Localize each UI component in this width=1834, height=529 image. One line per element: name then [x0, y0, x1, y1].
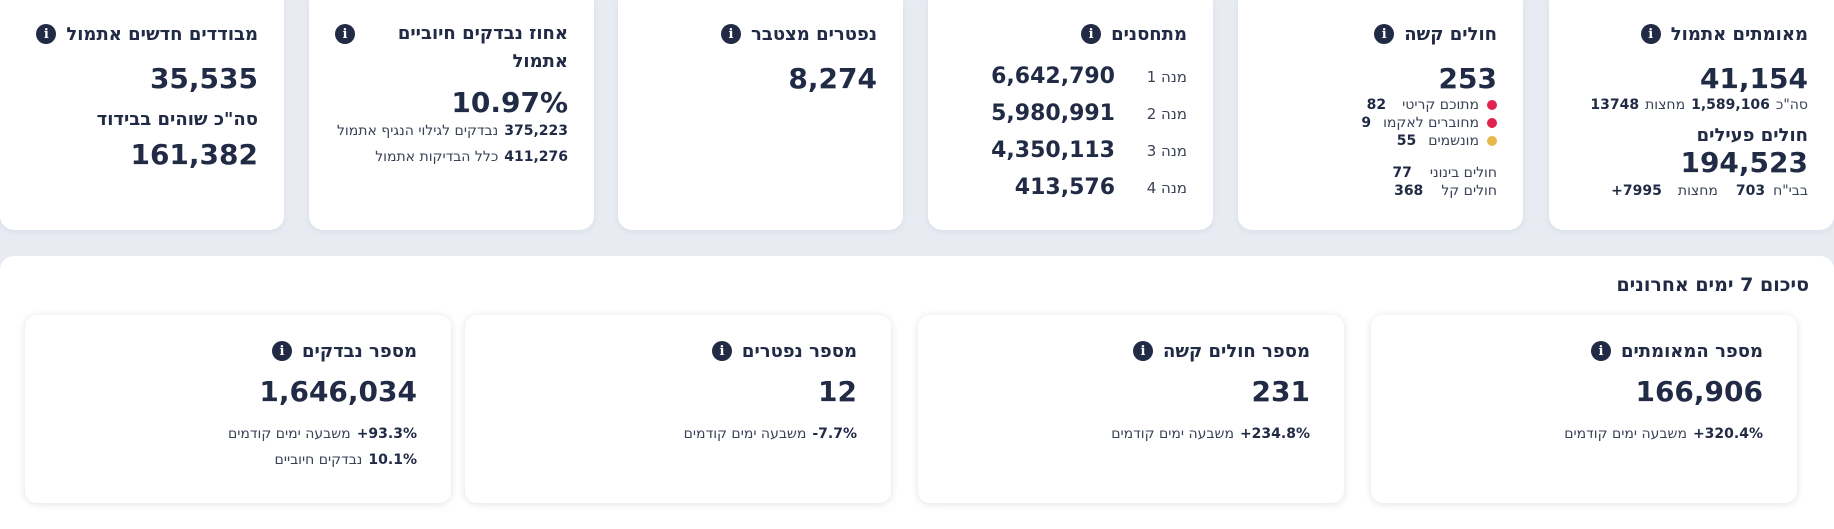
- positive-rate-value: 10.97%: [451, 86, 568, 119]
- card-title: מבודדים חדשים אתמול i: [26, 20, 258, 48]
- info-icon[interactable]: i: [1374, 24, 1395, 44]
- critical-dot: [1487, 100, 1497, 110]
- week-positive: 10.1% נבדקים חיוביים: [274, 452, 417, 468]
- dose-list: מנה 1 6,642,790 מנה 2 5,980,991 מנה 3 4,…: [954, 58, 1187, 206]
- card-title-text: מתחסנים: [1111, 23, 1187, 45]
- card-title: מאומתים אתמול i: [1575, 20, 1808, 48]
- active-title: חולים פעילים: [1696, 125, 1808, 146]
- week-value: 1,646,034: [259, 375, 417, 408]
- week-value: 12: [818, 375, 857, 408]
- card-title: מספר חולים קשה i: [952, 337, 1310, 365]
- week-change: +93.3% משבעה ימים קודמים: [227, 426, 417, 442]
- week-card-tests: מספר נבדקים i 1,646,034 +93.3% משבעה ימי…: [25, 315, 451, 503]
- week-change: -7.7% משבעה ימים קודמים: [683, 426, 857, 442]
- card-confirmed: מאומתים אתמול i 41,154 סה"כ 1,589,106 מח…: [1549, 0, 1834, 230]
- ventilated-dot: [1487, 136, 1497, 146]
- week-value: 166,906: [1635, 375, 1763, 408]
- dose-row: מנה 1 6,642,790: [991, 64, 1187, 89]
- info-icon[interactable]: i: [711, 341, 732, 361]
- card-title-text: מאומתים אתמול: [1670, 23, 1808, 45]
- info-icon[interactable]: i: [1590, 341, 1611, 361]
- isolation-sub-value: 161,382: [130, 138, 258, 171]
- week-card-confirmed: מספר המאומתים i 166,906 +320.4% משבעה ימ…: [1371, 315, 1797, 503]
- isolation-value: 35,535: [149, 62, 258, 95]
- card-title-text: מבודדים חדשים אתמול: [66, 23, 258, 45]
- ecmo-dot: [1487, 118, 1497, 128]
- card-title: מתחסנים i: [954, 20, 1187, 48]
- card-positive-rate: אחוז נבדקים חיוביים אתמול i 10.97% 375,2…: [309, 0, 594, 230]
- confirmed-breakdown: סה"כ 1,589,106 מחצות 13748: [1590, 97, 1808, 113]
- active-value: 194,523: [1680, 146, 1808, 179]
- week-value: 231: [1251, 375, 1310, 408]
- dose-row: מנה 3 4,350,113: [991, 138, 1187, 163]
- card-severe: חולים קשה i 253 מתוכם קריטי 82 מחוברים ל…: [1238, 0, 1523, 230]
- info-icon[interactable]: i: [1640, 24, 1661, 44]
- card-title-text: אחוז נבדקים חיוביים אתמול: [397, 23, 568, 72]
- mild-line: חולים קל 368: [1394, 183, 1497, 199]
- ventilated-line: מונשמים 55: [1264, 133, 1497, 149]
- active-breakdown: בבי"ח 703 מחצות +7995: [1611, 183, 1808, 199]
- week-card-deaths: מספר נפטרים i 12 -7.7% משבעה ימים קודמים: [465, 315, 891, 503]
- card-deaths: נפטרים מצטבר i 8,274: [618, 0, 903, 230]
- card-title-text: נפטרים מצטבר: [751, 23, 877, 45]
- week-summary-section: סיכום 7 ימים אחרונים מספר המאומתים i 166…: [0, 256, 1834, 529]
- deaths-value: 8,274: [788, 62, 877, 95]
- card-title: חולים קשה i: [1264, 20, 1497, 48]
- card-title: נפטרים מצטבר i: [644, 20, 877, 48]
- card-title-text: חולים קשה: [1404, 23, 1497, 45]
- confirmed-value: 41,154: [1699, 62, 1808, 95]
- card-title: אחוז נבדקים חיוביים אתמול i: [335, 20, 568, 76]
- dose-row: מנה 2 5,980,991: [991, 101, 1187, 126]
- info-icon[interactable]: i: [721, 24, 742, 44]
- info-icon[interactable]: i: [1081, 24, 1102, 44]
- info-icon[interactable]: i: [335, 24, 355, 44]
- week-change: +234.8% משבעה ימים קודמים: [1111, 426, 1310, 442]
- ecmo-line: מחוברים לאקמו 9: [1264, 115, 1497, 131]
- card-title: מספר נבדקים i: [59, 337, 417, 365]
- card-isolation: מבודדים חדשים אתמול i 35,535 סה"כ שוהים …: [0, 0, 284, 230]
- dose-row: מנה 4 413,576: [1014, 175, 1187, 200]
- week-card-severe: מספר חולים קשה i 231 +234.8% משבעה ימים …: [918, 315, 1344, 503]
- week-change: +320.4% משבעה ימים קודמים: [1564, 426, 1763, 442]
- info-icon[interactable]: i: [1132, 341, 1153, 361]
- tested-line: 375,223 נבדקים לגילוי הנגיף אתמול: [336, 123, 568, 139]
- info-icon[interactable]: i: [36, 24, 57, 44]
- all-tests-line: 411,276 כלל הבדיקות אתמול: [375, 149, 568, 165]
- isolation-sub-title: סה"כ שוהים בבידוד: [96, 109, 258, 130]
- info-icon[interactable]: i: [271, 341, 292, 361]
- card-vaccinated: מתחסנים i מנה 1 6,642,790 מנה 2 5,980,99…: [928, 0, 1213, 230]
- severe-value: 253: [1438, 62, 1497, 95]
- card-title: מספר המאומתים i: [1405, 337, 1763, 365]
- section-title: סיכום 7 ימים אחרונים: [1616, 274, 1809, 296]
- card-title: מספר נפטרים i: [499, 337, 857, 365]
- critical-line: מתוכם קריטי 82: [1264, 97, 1497, 113]
- moderate-line: חולים בינוני 77: [1392, 165, 1497, 181]
- top-cards-row: מאומתים אתמול i 41,154 סה"כ 1,589,106 מח…: [0, 0, 1834, 231]
